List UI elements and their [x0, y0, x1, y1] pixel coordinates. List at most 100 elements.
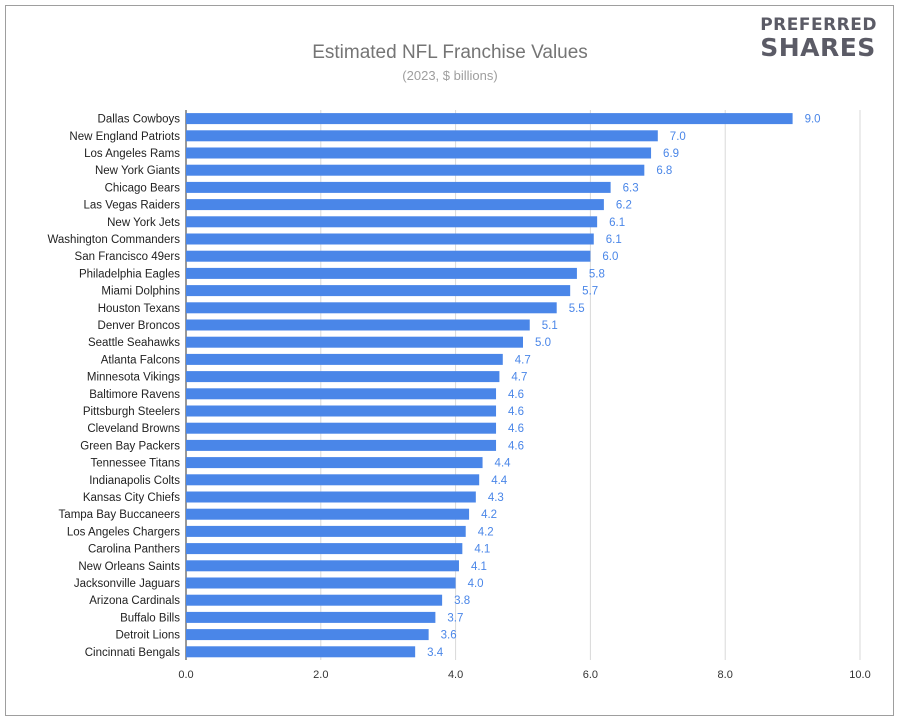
bar — [186, 577, 456, 589]
category-label: Chicago Bears — [105, 182, 181, 194]
bar — [186, 629, 429, 641]
value-label: 4.2 — [481, 509, 497, 521]
bar — [186, 646, 416, 658]
bar — [186, 164, 645, 176]
bar — [186, 439, 497, 451]
value-label: 3.6 — [441, 630, 457, 642]
category-label: New York Giants — [95, 165, 180, 177]
category-label: New Orleans Saints — [78, 561, 180, 573]
category-label: Pittsburgh Steelers — [83, 406, 180, 418]
category-labels: Dallas Cowboys New England Patriots Los An… — [47, 114, 180, 659]
x-tick-label: 4.0 — [448, 669, 463, 681]
bar — [186, 594, 443, 606]
value-label: 6.9 — [663, 148, 679, 160]
bar — [186, 525, 466, 537]
value-label: 4.3 — [488, 492, 504, 504]
value-label: 4.2 — [478, 526, 494, 538]
value-label: 4.7 — [515, 354, 531, 366]
category-label: Buffalo Bills — [120, 612, 180, 624]
category-label: Detroit Lions — [115, 630, 180, 642]
category-label: Atlanta Falcons — [101, 354, 181, 366]
bar — [186, 319, 530, 331]
value-label: 4.4 — [491, 475, 508, 487]
x-tick-label: 6.0 — [583, 669, 598, 681]
value-label: 4.4 — [495, 458, 512, 470]
category-label: Kansas City Chiefs — [83, 492, 180, 504]
bar — [186, 353, 503, 365]
category-label: Philadelphia Eagles — [79, 268, 180, 280]
chart-title: Estimated NFL Franchise Values — [312, 42, 588, 63]
bar — [186, 508, 470, 520]
value-label: 6.3 — [623, 182, 639, 194]
category-label: Baltimore Ravens — [89, 389, 180, 401]
bar — [186, 371, 500, 383]
value-label: 4.1 — [474, 544, 490, 556]
bar — [186, 181, 611, 193]
bar — [186, 267, 577, 279]
category-label: Los Angeles Chargers — [67, 526, 180, 538]
category-label: Dallas Cowboys — [98, 114, 181, 126]
bar — [186, 336, 523, 348]
category-label: Jacksonville Jaguars — [74, 578, 180, 590]
value-label: 6.0 — [602, 251, 618, 263]
x-tick-label: 2.0 — [313, 669, 328, 681]
value-label: 5.1 — [542, 320, 558, 332]
bar — [186, 302, 557, 314]
category-label: Arizona Cardinals — [89, 595, 180, 607]
value-label: 4.6 — [508, 389, 524, 401]
category-label: Indianapolis Colts — [89, 475, 180, 487]
bar — [186, 233, 594, 245]
bar — [186, 147, 652, 159]
category-label: Tennessee Titans — [90, 458, 180, 470]
value-label: 6.2 — [616, 200, 632, 212]
category-label: Los Angeles Rams — [84, 148, 180, 160]
x-tick-label: 10.0 — [849, 669, 870, 681]
bar — [186, 422, 497, 434]
value-label: 4.6 — [508, 440, 524, 452]
bar — [186, 285, 571, 297]
bar — [186, 474, 480, 486]
value-label: 4.1 — [471, 561, 487, 573]
preferred-shares-logo: PREFERRED SHARES — [760, 17, 877, 62]
value-label: 4.6 — [508, 406, 524, 418]
value-label: 9.0 — [805, 114, 821, 126]
category-label: Houston Texans — [98, 303, 181, 315]
category-label: New York Jets — [107, 217, 180, 229]
bar — [186, 560, 459, 572]
value-label: 4.0 — [468, 578, 484, 590]
category-label: Las Vegas Raiders — [83, 200, 180, 212]
category-label: Miami Dolphins — [101, 286, 180, 298]
category-label: Cincinnati Bengals — [85, 647, 181, 659]
bar — [186, 199, 604, 211]
value-label: 5.8 — [589, 268, 605, 280]
category-label: Denver Broncos — [98, 320, 181, 332]
bar — [186, 388, 497, 400]
value-label: 4.6 — [508, 423, 524, 435]
bar — [186, 405, 497, 417]
value-label: 6.1 — [606, 234, 622, 246]
value-label: 5.0 — [535, 337, 551, 349]
category-label: New England Patriots — [69, 131, 180, 143]
value-label: 5.7 — [582, 286, 598, 298]
bar — [186, 130, 658, 142]
category-label: Carolina Panthers — [88, 544, 180, 556]
value-label: 7.0 — [670, 131, 686, 143]
bar — [186, 113, 793, 125]
bar — [186, 250, 591, 262]
category-label: Washington Commanders — [47, 234, 180, 246]
category-label: Cleveland Browns — [87, 423, 180, 435]
category-label: Tampa Bay Buccaneers — [59, 509, 181, 521]
x-tick-label: 8.0 — [718, 669, 733, 681]
bars — [186, 113, 793, 658]
category-label: Seattle Seahawks — [88, 337, 180, 349]
value-label: 3.8 — [454, 595, 470, 607]
value-labels: 9.0 7.0 6.9 6.8 6.3 6.2 6.1 6.1 6.0 5.8 5.7 5.5 5.1 5… — [427, 114, 820, 659]
logo-line-2: SHARES — [760, 33, 876, 62]
bar — [186, 457, 483, 469]
value-label: 6.1 — [609, 217, 625, 229]
bar — [186, 491, 476, 503]
x-axis-ticks: 0.0 2.0 4.0 6.0 8.0 10.0 — [178, 669, 870, 681]
value-label: 6.8 — [656, 165, 672, 177]
bar — [186, 543, 463, 555]
